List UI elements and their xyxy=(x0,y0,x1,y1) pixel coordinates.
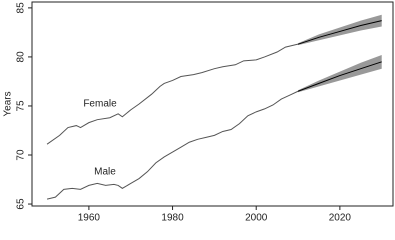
y-tick-label: 75 xyxy=(16,100,27,112)
y-tick-label: 80 xyxy=(16,51,27,63)
y-axis-label: Years xyxy=(3,91,14,116)
page: Years 65 70 75 80 85 1960 1980 2000 2020 Female Ma… xyxy=(2,1,394,224)
y-tick-label: 65 xyxy=(16,198,27,210)
y-tick-label: 70 xyxy=(16,149,27,161)
y-tick-label: 85 xyxy=(16,2,27,14)
series-label: Female xyxy=(83,99,117,110)
plot-frame xyxy=(31,1,394,207)
projection-band xyxy=(298,14,382,46)
projection-line xyxy=(297,61,382,92)
projection-line xyxy=(297,20,382,45)
x-tick-label: 2000 xyxy=(245,213,268,224)
series-line xyxy=(46,43,299,145)
series-line xyxy=(46,90,299,200)
series-label: Male xyxy=(94,167,116,178)
x-tick-label: 1980 xyxy=(161,213,184,224)
x-tick-label: 2020 xyxy=(329,213,352,224)
chart: Years 65 70 75 80 85 1960 1980 2000 2020 Female Ma… xyxy=(3,1,394,224)
x-tick-label: 1960 xyxy=(78,213,101,224)
